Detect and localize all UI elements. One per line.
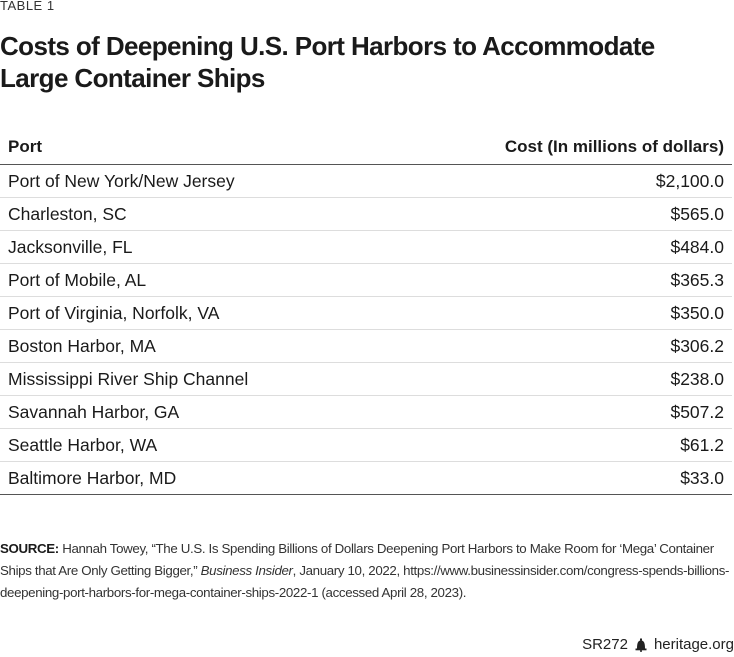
cost-cell: $238.0 (381, 362, 732, 396)
cost-cell: $306.2 (381, 329, 732, 363)
table-row: Jacksonville, FL $484.0 (0, 230, 732, 264)
cost-cell: $565.0 (381, 197, 732, 231)
port-cell: Boston Harbor, MA (0, 329, 382, 363)
table-row: Port of Virginia, Norfolk, VA $350.0 (0, 296, 732, 330)
liberty-bell-icon (634, 638, 648, 652)
cost-cell: $507.2 (381, 395, 732, 429)
port-cell: Seattle Harbor, WA (0, 428, 382, 462)
table-row: Port of Mobile, AL $365.3 (0, 263, 732, 297)
port-cell: Baltimore Harbor, MD (0, 461, 382, 495)
port-cell: Charleston, SC (0, 197, 382, 231)
cost-table: Port Cost (In millions of dollars) Port … (0, 130, 732, 495)
table-row: Seattle Harbor, WA $61.2 (0, 428, 732, 462)
source-text-after: , January 10, 2022, https://www.business… (0, 563, 730, 600)
column-header-cost: Cost (In millions of dollars) (381, 130, 732, 165)
column-header-port: Port (0, 130, 382, 165)
table-row: Port of New York/New Jersey $2,100.0 (0, 164, 732, 198)
page-title: Costs of Deepening U.S. Port Harbors to … (0, 30, 720, 94)
footer: SR272 heritage.org (582, 636, 734, 653)
report-id: SR272 (582, 636, 628, 653)
title-line-2: Large Container Ships (0, 63, 265, 93)
port-cell: Jacksonville, FL (0, 230, 382, 264)
source-note: SOURCE: Hannah Towey, “The U.S. Is Spend… (0, 538, 734, 604)
site-name: heritage.org (653, 636, 734, 653)
port-cell: Port of Virginia, Norfolk, VA (0, 296, 382, 330)
source-publication: Business Insider (200, 563, 293, 578)
port-cell: Port of New York/New Jersey (0, 164, 382, 198)
source-text-before: Hannah Towey, “The U.S. Is Spending Bill… (0, 541, 714, 578)
title-line-1: Costs of Deepening U.S. Port Harbors to … (0, 31, 655, 61)
source-label: SOURCE: (0, 541, 59, 556)
table-row: Mississippi River Ship Channel $238.0 (0, 362, 732, 396)
cost-cell: $484.0 (381, 230, 732, 264)
port-cell: Savannah Harbor, GA (0, 395, 382, 429)
cost-cell: $350.0 (381, 296, 732, 330)
port-cell: Port of Mobile, AL (0, 263, 382, 297)
cost-cell: $2,100.0 (381, 164, 732, 198)
table-label: TABLE 1 (0, 0, 55, 13)
cost-cell: $33.0 (381, 461, 732, 495)
table-header-row: Port Cost (In millions of dollars) (0, 130, 732, 165)
table-row: Baltimore Harbor, MD $33.0 (0, 461, 732, 495)
port-cell: Mississippi River Ship Channel (0, 362, 382, 396)
table-row: Savannah Harbor, GA $507.2 (0, 395, 732, 429)
cost-cell: $61.2 (381, 428, 732, 462)
table-row: Boston Harbor, MA $306.2 (0, 329, 732, 363)
cost-cell: $365.3 (381, 263, 732, 297)
table-row: Charleston, SC $565.0 (0, 197, 732, 231)
